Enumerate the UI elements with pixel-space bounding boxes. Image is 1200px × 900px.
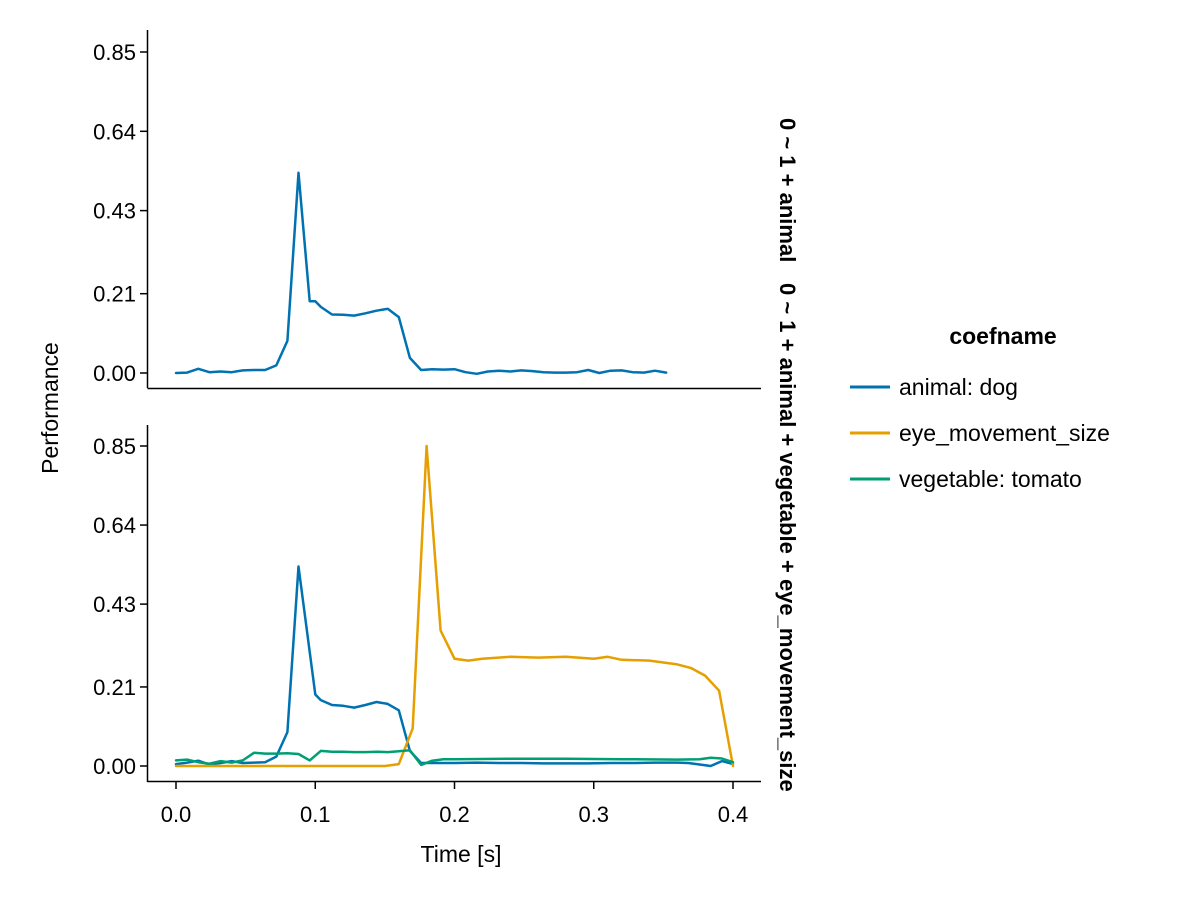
y-tick-label-bottom: 0.43	[93, 592, 136, 617]
y-ticks-top: 0.00 0.21 0.43 0.64 0.85	[93, 40, 148, 386]
series-lines-top	[174, 171, 668, 376]
legend-entry: vegetable: tomato	[850, 466, 1082, 492]
x-tick-label: 0.1	[300, 802, 331, 827]
x-tick-label: 0.4	[718, 802, 749, 827]
legend-label: eye_movement_size	[899, 420, 1110, 446]
legend-entries: animal: dog eye_movement_size vegetable: t…	[850, 374, 1110, 492]
legend-title: coefname	[949, 323, 1056, 349]
y-tick-label-top: 0.21	[93, 282, 136, 307]
y-tick-label-top: 0.00	[93, 361, 136, 386]
legend-entry: animal: dog	[850, 374, 1018, 400]
legend-label: animal: dog	[899, 374, 1018, 400]
y-tick-label-bottom: 0.64	[93, 513, 136, 538]
facet-label-bottom: 0 ~ 1 + animal + vegetable + eye_movemen…	[775, 283, 800, 792]
y-tick-label-top: 0.85	[93, 40, 136, 65]
y-ticks-bottom: 0.00 0.21 0.43 0.64 0.85	[93, 434, 148, 779]
facet-label-top: 0 ~ 1 + animal	[775, 118, 800, 262]
y-tick-label-bottom: 0.85	[93, 434, 136, 459]
panel-bottom: 0.00 0.21 0.43 0.64 0.85 0.0 0.1 0.2 0.3 0.4	[93, 425, 761, 827]
legend-label: vegetable: tomato	[899, 466, 1082, 492]
y-axis-label: Performance	[37, 342, 63, 474]
x-tick-label: 0.3	[578, 802, 609, 827]
series-line-vegetable-tomato-bottom	[174, 748, 735, 767]
panel-top: 0.00 0.21 0.43 0.64 0.85	[93, 30, 761, 390]
legend-entry: eye_movement_size	[850, 420, 1110, 446]
y-tick-label-top: 0.43	[93, 199, 136, 224]
series-line-animal-dog-top	[174, 171, 668, 376]
series-line-animal-dog-bottom	[174, 565, 735, 768]
series-line-eye-movement-size-bottom	[174, 444, 735, 768]
y-tick-label-bottom: 0.00	[93, 754, 136, 779]
series-lines-bottom	[174, 444, 735, 768]
x-tick-label: 0.0	[161, 802, 192, 827]
y-tick-label-top: 0.64	[93, 119, 136, 144]
legend: coefname animal: dog eye_movement_sizeveg…	[850, 323, 1110, 492]
y-tick-label-bottom: 0.21	[93, 675, 136, 700]
x-axis-label: Time [s]	[421, 841, 502, 867]
x-ticks-bottom: 0.0 0.1 0.2 0.3 0.4	[161, 781, 749, 827]
x-tick-label: 0.2	[439, 802, 470, 827]
